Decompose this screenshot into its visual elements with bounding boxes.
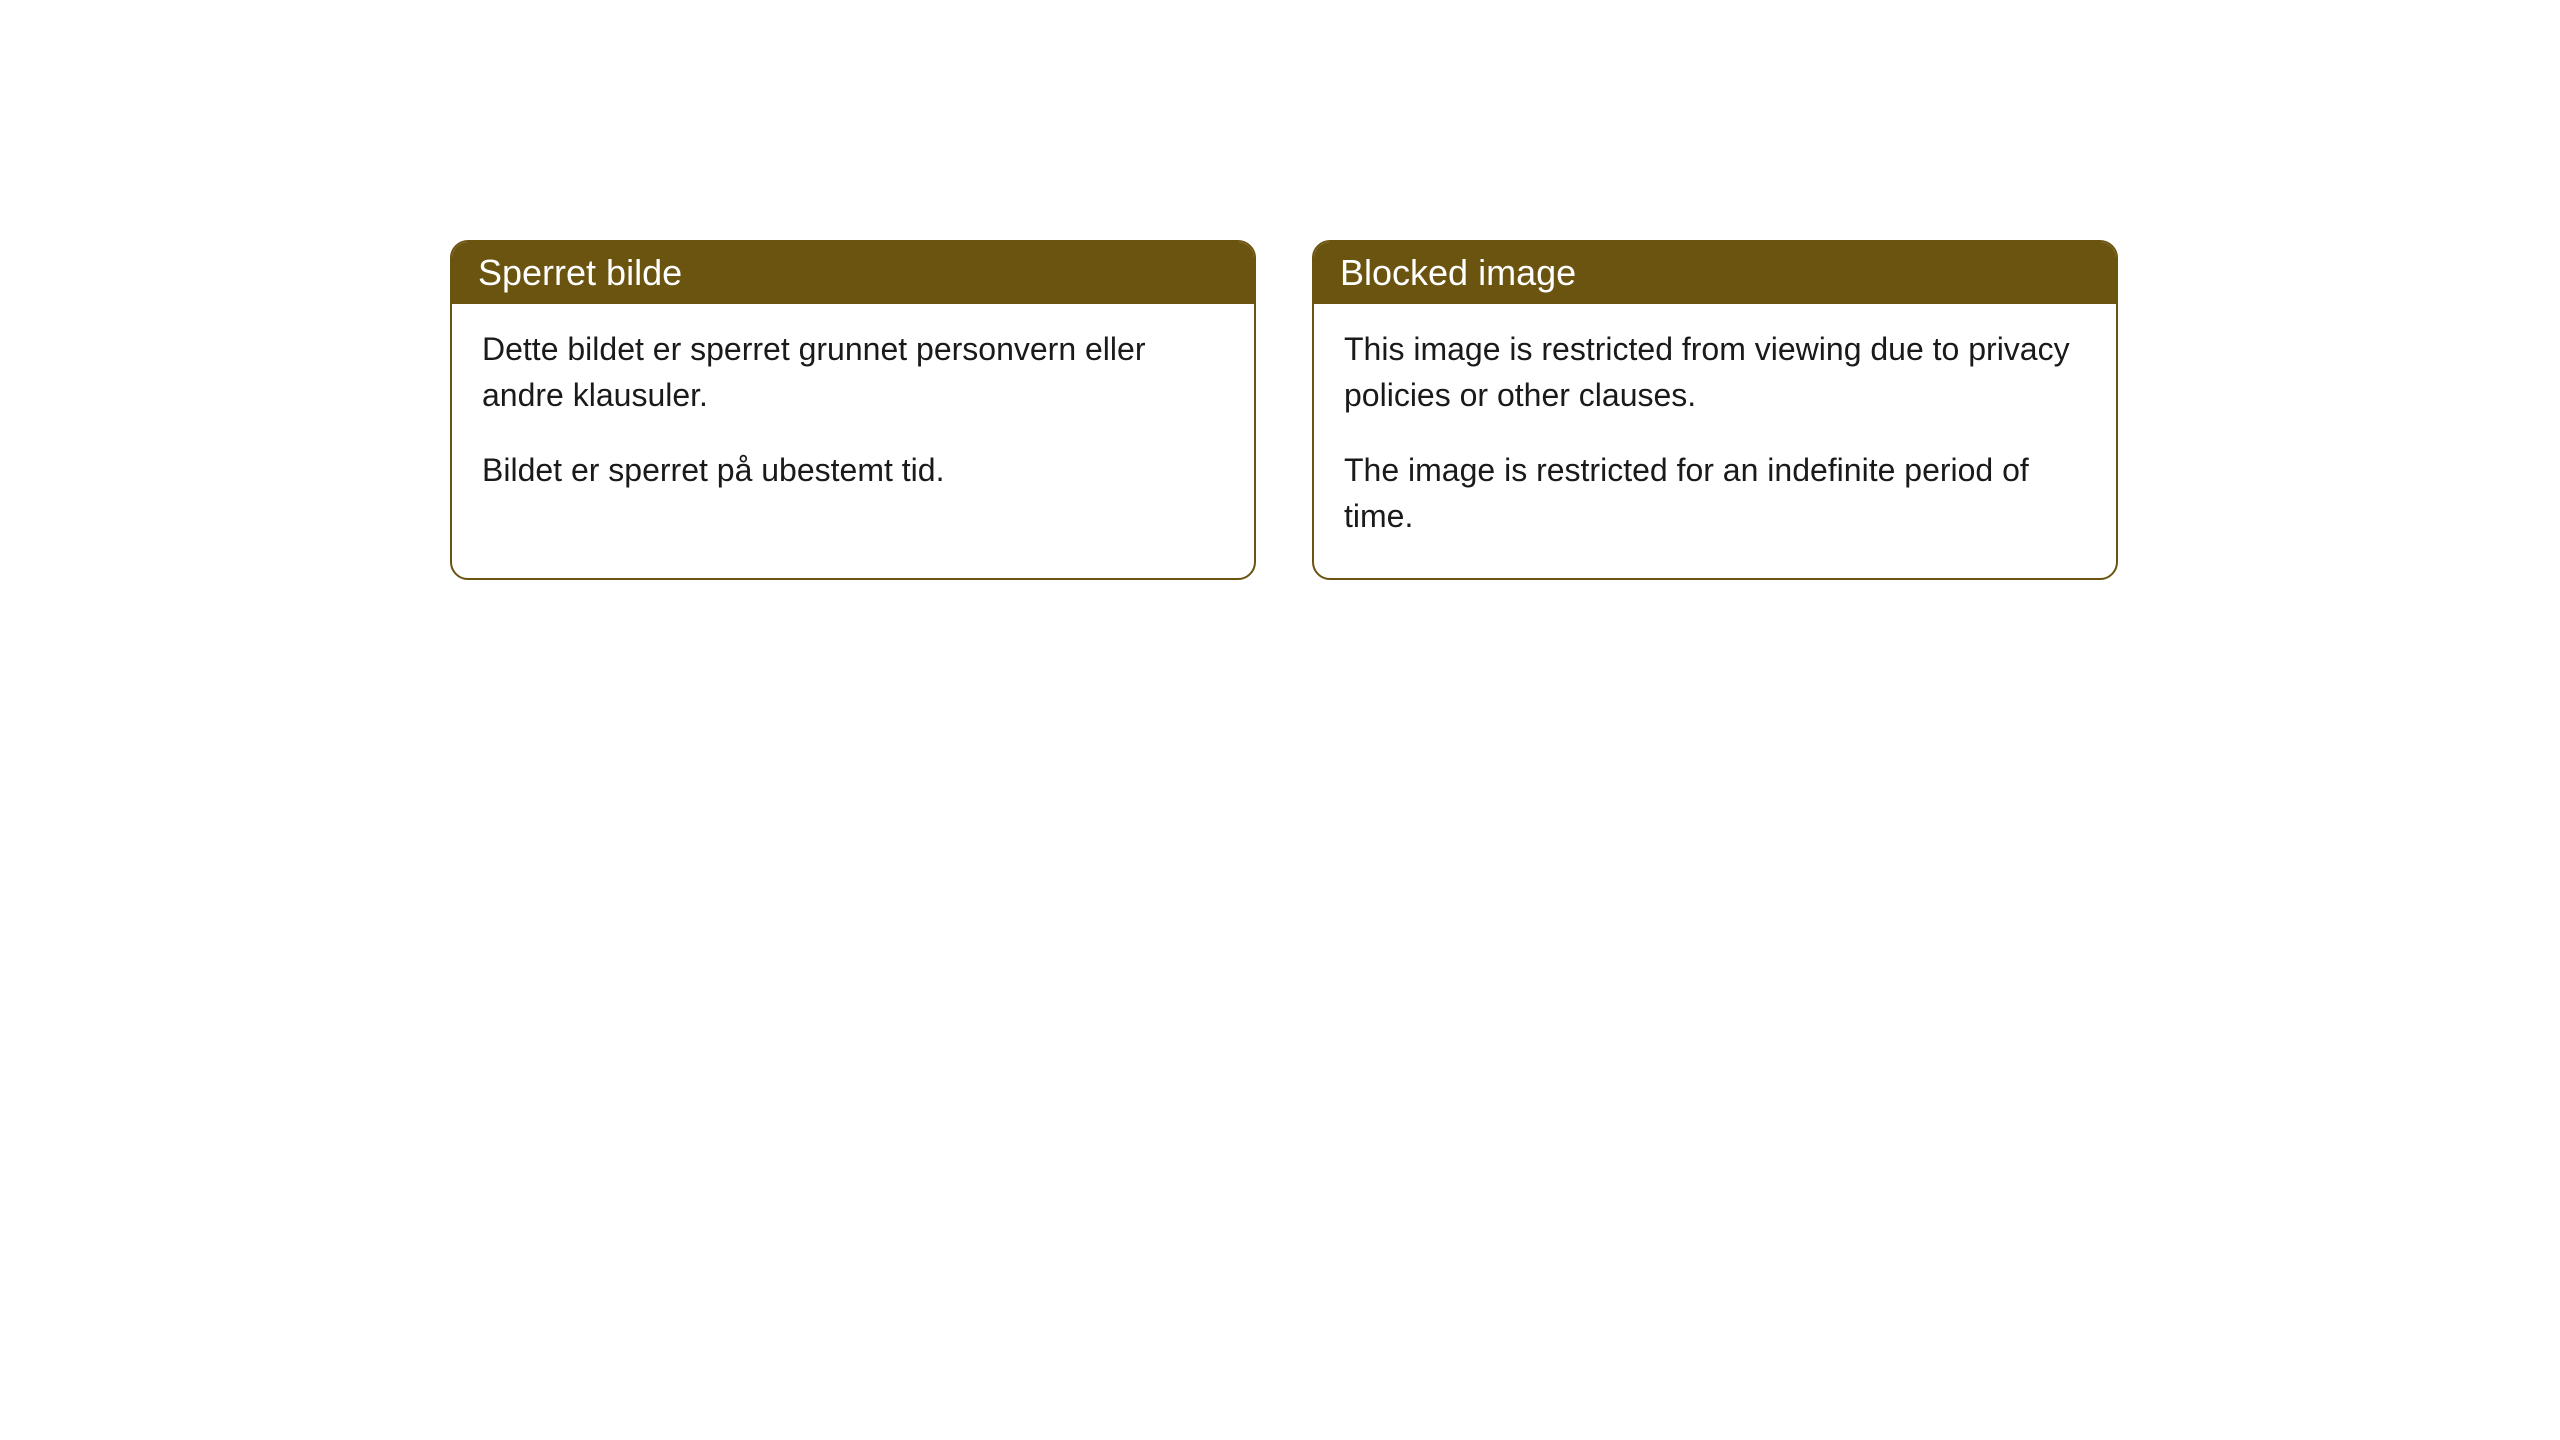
notice-body: Dette bildet er sperret grunnet personve… — [452, 304, 1254, 531]
notice-body: This image is restricted from viewing du… — [1314, 304, 2116, 578]
notice-container: Sperret bilde Dette bildet er sperret gr… — [450, 240, 2118, 580]
notice-paragraph: Dette bildet er sperret grunnet personve… — [482, 326, 1224, 419]
notice-title: Blocked image — [1340, 252, 1576, 293]
notice-title: Sperret bilde — [478, 252, 682, 293]
notice-header: Sperret bilde — [452, 242, 1254, 304]
notice-header: Blocked image — [1314, 242, 2116, 304]
notice-card-english: Blocked image This image is restricted f… — [1312, 240, 2118, 580]
notice-paragraph: The image is restricted for an indefinit… — [1344, 447, 2086, 540]
notice-card-norwegian: Sperret bilde Dette bildet er sperret gr… — [450, 240, 1256, 580]
notice-paragraph: This image is restricted from viewing du… — [1344, 326, 2086, 419]
notice-paragraph: Bildet er sperret på ubestemt tid. — [482, 447, 1224, 493]
